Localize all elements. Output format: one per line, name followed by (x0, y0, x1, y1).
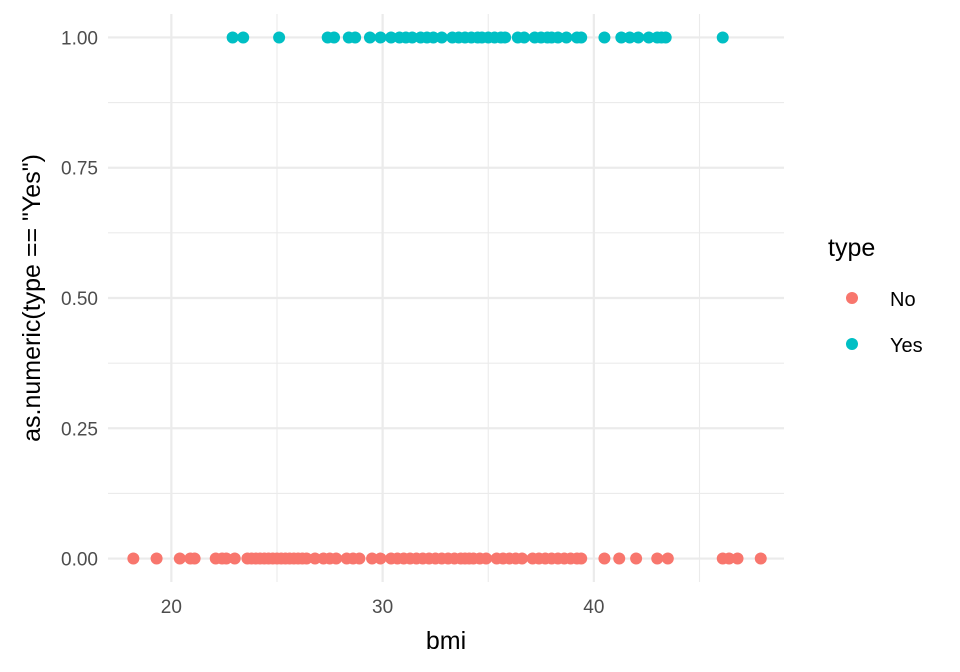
point-no (516, 552, 529, 565)
point-yes (623, 31, 636, 44)
point-no (330, 552, 343, 565)
point-yes (716, 31, 729, 44)
y-tick-label: 0.00 (61, 550, 98, 571)
point-yes (328, 31, 341, 44)
point-yes (598, 31, 611, 44)
major-gridlines (108, 14, 784, 582)
data-points (127, 31, 767, 565)
point-no (651, 552, 664, 565)
point-no (220, 552, 233, 565)
point-yes (427, 31, 440, 44)
legend-title: type (828, 234, 875, 262)
point-no (173, 552, 186, 565)
point-yes (435, 31, 448, 44)
point-no (309, 552, 322, 565)
point-no (127, 552, 140, 565)
point-no (188, 552, 201, 565)
point-yes (374, 31, 387, 44)
legend-label-no: No (890, 289, 916, 311)
point-no (374, 552, 387, 565)
point-no (150, 552, 163, 565)
point-yes (349, 31, 362, 44)
point-yes (615, 31, 628, 44)
point-yes (632, 31, 645, 44)
y-tick-label: 1.00 (61, 28, 98, 49)
point-no (480, 552, 493, 565)
point-yes (659, 31, 672, 44)
point-no (754, 552, 767, 565)
x-tick-label: 20 (161, 597, 182, 618)
point-yes (499, 31, 512, 44)
point-no (630, 552, 643, 565)
point-no (228, 552, 241, 565)
x-axis-title: bmi (426, 627, 466, 655)
x-axis-tick-labels: 20 30 40 (161, 597, 605, 618)
point-yes (385, 31, 398, 44)
minor-gridlines (108, 14, 784, 582)
point-yes (560, 31, 573, 44)
point-yes (273, 31, 286, 44)
point-no (598, 552, 611, 565)
point-yes (226, 31, 239, 44)
point-no (575, 552, 588, 565)
point-no (300, 552, 313, 565)
legend: type No Yes (828, 234, 923, 357)
point-yes (642, 31, 655, 44)
point-no (613, 552, 626, 565)
point-yes (406, 31, 419, 44)
y-axis-tick-labels: 0.00 0.25 0.50 0.75 1.00 (61, 28, 98, 570)
point-yes (363, 31, 376, 44)
point-no (366, 552, 379, 565)
point-yes (575, 31, 588, 44)
point-no (731, 552, 744, 565)
x-tick-label: 30 (372, 597, 393, 618)
legend-label-yes: Yes (890, 335, 923, 357)
legend-key-no (846, 292, 858, 304)
point-yes (518, 31, 531, 44)
point-no (353, 552, 366, 565)
point-yes (551, 31, 564, 44)
point-no (661, 552, 674, 565)
legend-items: No Yes (846, 289, 923, 357)
x-tick-label: 40 (583, 597, 604, 618)
y-tick-label: 0.25 (61, 419, 98, 440)
point-no (723, 552, 736, 565)
point-yes (237, 31, 250, 44)
legend-key-yes (846, 338, 858, 350)
y-tick-label: 0.50 (61, 289, 98, 310)
y-tick-label: 0.75 (61, 159, 98, 180)
y-axis-title: as.numeric(type == "Yes") (18, 154, 46, 442)
